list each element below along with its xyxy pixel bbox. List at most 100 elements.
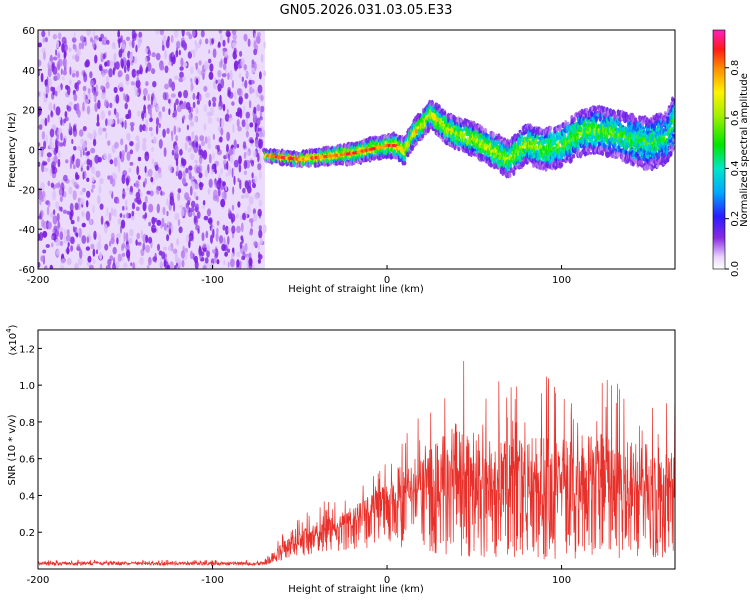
noise-speckle xyxy=(193,215,197,224)
noise-speckle xyxy=(128,40,132,47)
noise-speckle xyxy=(115,111,120,119)
ridge-point xyxy=(489,162,493,168)
noise-speckle xyxy=(184,251,188,261)
noise-speckle xyxy=(52,33,58,40)
noise-speckle xyxy=(98,126,103,136)
noise-speckle xyxy=(121,150,125,157)
noise-speckle xyxy=(144,56,148,67)
noise-speckle xyxy=(72,127,78,137)
noise-speckle xyxy=(155,125,159,135)
noise-speckle xyxy=(89,71,93,79)
noise-speckle xyxy=(233,47,237,55)
noise-speckle xyxy=(74,82,78,90)
noise-speckle xyxy=(259,71,262,80)
noise-speckle xyxy=(148,256,152,266)
noise-speckle xyxy=(143,88,148,96)
noise-speckle xyxy=(168,98,171,104)
noise-speckle xyxy=(212,152,215,160)
noise-speckle xyxy=(47,201,51,208)
noise-speckle xyxy=(192,253,195,261)
noise-speckle xyxy=(203,60,209,71)
noise-speckle xyxy=(179,149,183,156)
noise-speckle xyxy=(153,97,157,106)
ridge-point xyxy=(563,134,567,138)
noise-speckle xyxy=(73,93,78,102)
noise-speckle xyxy=(52,86,56,96)
noise-speckle xyxy=(105,81,110,89)
noise-speckle xyxy=(38,233,41,242)
noise-speckle xyxy=(89,264,94,269)
noise-speckle xyxy=(238,72,242,79)
noise-speckle xyxy=(253,106,257,115)
noise-speckle xyxy=(203,247,207,253)
ridge-point xyxy=(545,156,549,161)
noise-speckle xyxy=(125,199,128,208)
noise-speckle xyxy=(181,30,185,37)
noise-speckle xyxy=(122,193,125,200)
noise-speckle xyxy=(175,98,179,106)
noise-speckle xyxy=(205,92,211,98)
noise-speckle xyxy=(226,108,229,115)
noise-speckle xyxy=(236,118,240,128)
ridge-point xyxy=(620,154,624,159)
noise-speckle xyxy=(195,141,199,148)
noise-speckle xyxy=(42,249,47,254)
noise-speckle xyxy=(110,207,114,217)
noise-speckle xyxy=(77,80,81,85)
noise-speckle xyxy=(82,171,85,180)
noise-speckle xyxy=(203,215,209,221)
noise-speckle xyxy=(158,112,163,122)
noise-speckle xyxy=(217,41,221,48)
noise-speckle xyxy=(231,80,234,89)
noise-speckle xyxy=(253,39,257,50)
noise-speckle xyxy=(45,134,48,145)
noise-speckle xyxy=(90,38,93,43)
noise-speckle xyxy=(135,44,138,53)
noise-speckle xyxy=(129,53,133,62)
noise-speckle xyxy=(135,239,138,246)
noise-speckle xyxy=(92,138,97,147)
noise-speckle xyxy=(103,152,107,160)
noise-speckle xyxy=(137,156,142,162)
noise-speckle xyxy=(194,255,198,264)
noise-speckle xyxy=(130,262,133,267)
noise-speckle xyxy=(258,251,261,257)
ridge-point xyxy=(403,157,407,162)
noise-speckle xyxy=(247,38,251,47)
noise-speckle xyxy=(240,222,244,233)
noise-speckle xyxy=(101,39,104,45)
noise-speckle xyxy=(227,72,230,80)
noise-speckle xyxy=(190,82,194,92)
noise-speckle xyxy=(240,57,245,68)
noise-speckle xyxy=(126,62,130,72)
noise-speckle xyxy=(169,195,175,206)
noise-speckle xyxy=(194,164,199,174)
noise-speckle xyxy=(80,162,84,168)
noise-speckle xyxy=(151,146,154,153)
noise-speckle xyxy=(232,123,235,134)
ridge-point xyxy=(308,164,312,168)
noise-speckle xyxy=(92,156,95,166)
noise-speckle xyxy=(141,110,145,116)
noise-speckle xyxy=(128,237,133,244)
noise-speckle xyxy=(40,255,45,262)
noise-speckle xyxy=(168,108,171,116)
ridge-point xyxy=(471,148,475,153)
noise-speckle xyxy=(51,190,57,201)
noise-speckle xyxy=(135,191,141,199)
ridge-point xyxy=(542,145,546,149)
noise-speckle xyxy=(121,43,126,50)
noise-speckle xyxy=(96,195,101,205)
noise-speckle xyxy=(153,136,157,144)
noise-speckle xyxy=(182,115,186,120)
noise-speckle xyxy=(166,198,169,206)
noise-speckle xyxy=(230,253,234,260)
noise-speckle xyxy=(203,123,207,131)
noise-speckle xyxy=(121,59,124,69)
noise-speckle xyxy=(113,61,117,72)
noise-speckle xyxy=(64,111,68,118)
noise-speckle xyxy=(91,84,95,94)
noise-speckle xyxy=(166,127,170,134)
noise-speckle xyxy=(251,63,255,70)
noise-speckle xyxy=(204,257,209,264)
